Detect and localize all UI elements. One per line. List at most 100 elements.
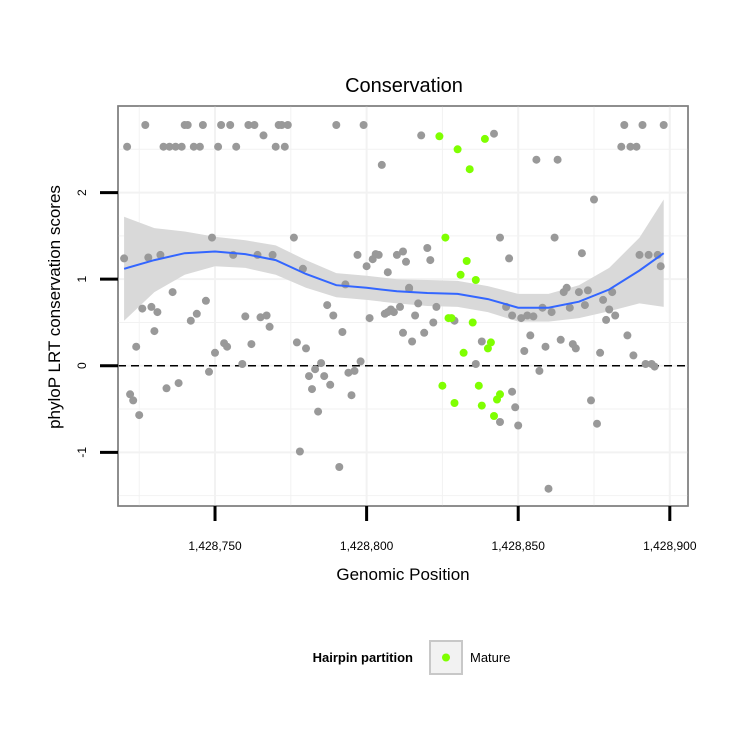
point-mature — [456, 270, 465, 279]
point-other — [356, 357, 365, 366]
point-other — [177, 142, 186, 151]
point-other — [329, 311, 338, 320]
legend-title: Hairpin partition — [313, 650, 413, 665]
point-other — [596, 348, 605, 357]
point-other — [529, 312, 538, 321]
point-other — [635, 250, 644, 259]
point-other — [511, 403, 520, 412]
y-tick-label: -1 — [75, 447, 89, 458]
point-other — [256, 313, 265, 322]
point-other — [399, 247, 407, 256]
point-other — [620, 121, 629, 129]
point-other — [238, 360, 247, 368]
point-other — [553, 155, 562, 164]
point-other — [302, 344, 310, 353]
point-mature — [490, 412, 498, 420]
point-other — [617, 142, 626, 151]
point-other — [189, 142, 198, 151]
point-other — [644, 250, 653, 259]
point-other — [517, 314, 526, 323]
point-other — [259, 131, 268, 140]
point-other — [429, 318, 438, 327]
point-other — [508, 387, 517, 396]
point-other — [135, 411, 144, 420]
point-other — [138, 304, 147, 313]
point-other — [186, 316, 195, 325]
point-other — [132, 342, 141, 351]
x-tick-label: 1,428,800 — [340, 539, 394, 553]
point-other — [514, 421, 523, 430]
point-mature — [447, 314, 456, 323]
x-axis: 1,428,750 1,428,800 1,428,850 1,428,900 — [188, 506, 697, 553]
point-other — [656, 262, 665, 271]
point-other — [650, 362, 659, 371]
point-other — [211, 348, 219, 357]
point-other — [232, 142, 241, 151]
point-mature — [459, 348, 468, 357]
point-other — [547, 308, 556, 317]
point-other — [629, 351, 638, 360]
point-other — [392, 250, 401, 259]
point-other — [593, 419, 601, 428]
point-other — [389, 308, 398, 317]
point-other — [265, 322, 274, 331]
point-other — [399, 328, 407, 337]
point-other — [505, 254, 514, 263]
point-other — [192, 309, 201, 318]
point-other — [641, 360, 650, 368]
point-other — [201, 296, 210, 305]
legend: Hairpin partition Mature — [313, 640, 510, 675]
y-axis: -1 0 1 2 — [75, 189, 118, 458]
x-tick-label: 1,428,850 — [492, 539, 546, 553]
point-other — [405, 283, 414, 292]
point-other — [153, 308, 162, 317]
point-other — [377, 160, 386, 169]
point-other — [198, 121, 207, 129]
point-other — [226, 121, 235, 129]
point-other — [626, 142, 635, 151]
point-other — [323, 301, 332, 310]
point-other — [141, 121, 150, 129]
point-other — [262, 311, 271, 320]
point-other — [587, 396, 595, 405]
point-other — [305, 372, 313, 381]
point-other — [414, 299, 423, 308]
point-mature — [450, 399, 459, 407]
point-other — [541, 342, 550, 351]
point-other — [214, 142, 223, 151]
point-other — [526, 331, 535, 340]
point-other — [168, 288, 177, 297]
point-other — [317, 359, 326, 368]
point-other — [268, 250, 277, 259]
point-other — [344, 368, 353, 377]
point-other — [623, 331, 632, 340]
point-mature — [480, 134, 489, 143]
point-other — [599, 295, 608, 304]
point-mature — [496, 390, 504, 399]
point-other — [496, 418, 504, 426]
point-other — [250, 121, 259, 129]
point-other — [217, 121, 226, 129]
point-other — [165, 142, 174, 151]
y-tick-label: 2 — [75, 189, 89, 196]
point-other — [174, 379, 183, 388]
point-mature — [483, 344, 492, 353]
point-other — [605, 305, 614, 314]
point-other — [659, 121, 668, 129]
point-other — [556, 335, 565, 344]
chart-title: Conservation — [345, 75, 463, 97]
point-other — [314, 407, 323, 416]
point-mature — [468, 318, 477, 327]
point-other — [311, 365, 320, 374]
point-mature — [474, 381, 483, 390]
point-other — [426, 256, 435, 265]
point-other — [332, 121, 341, 129]
point-other — [520, 347, 529, 355]
point-other — [496, 233, 504, 242]
point-other — [583, 286, 592, 295]
point-mature — [438, 381, 447, 390]
point-other — [195, 142, 204, 151]
y-axis-title: phyloP LRT conservation scores — [45, 185, 64, 429]
point-other — [353, 250, 362, 259]
